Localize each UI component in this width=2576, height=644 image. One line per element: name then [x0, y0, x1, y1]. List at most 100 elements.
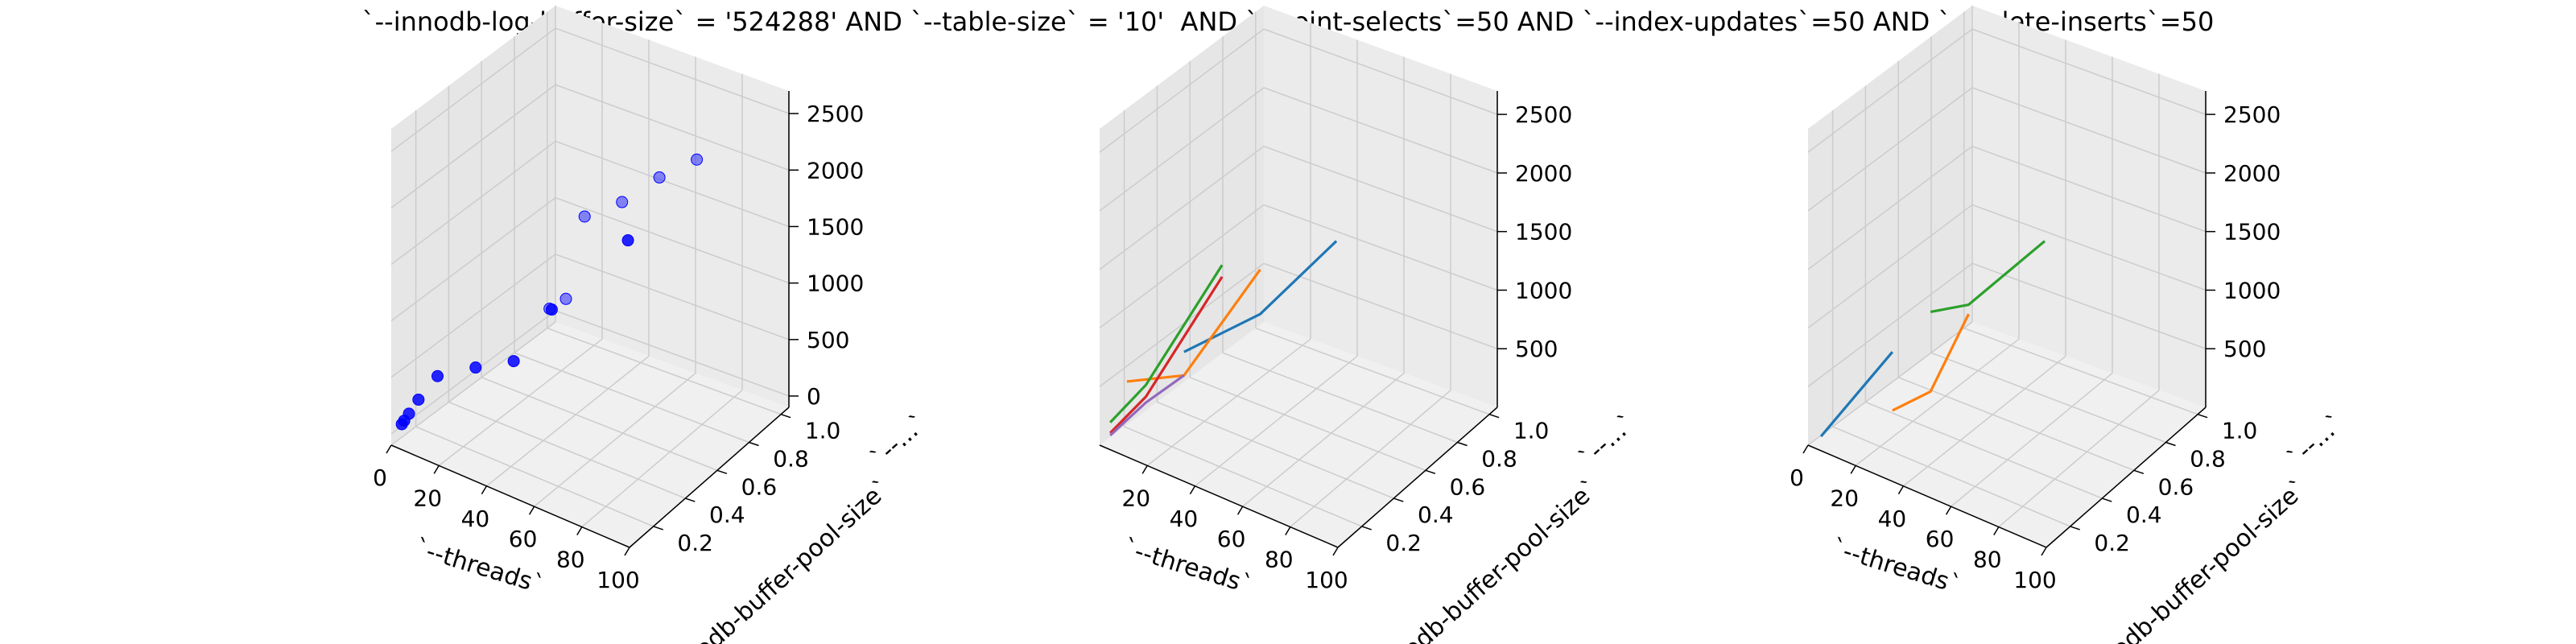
z-tick-label: 2000: [807, 157, 864, 184]
z-gridline: [1263, 145, 1498, 233]
z-gridline: [1099, 28, 1265, 153]
x-tick: [433, 465, 440, 474]
x-gridline: [534, 373, 696, 507]
x-gridline: [1855, 338, 2020, 466]
y-tick-label: 0.8: [773, 446, 809, 473]
y-gridline: [1865, 401, 2103, 499]
z-gridline: [1971, 28, 2207, 115]
scatter-point: [691, 153, 704, 166]
series-line-C4: [1109, 374, 1185, 436]
z-tick-label: 500: [2223, 336, 2266, 362]
x-tick: [2041, 547, 2047, 556]
x-tick: [481, 485, 488, 495]
x-tick-label: 60: [1217, 526, 1246, 552]
x-tick: [1285, 526, 1291, 535]
z-gridline: [1099, 262, 1265, 387]
scatter-point: [653, 171, 666, 184]
x-tick-label: 20: [413, 485, 442, 511]
y-tick-label: 0.6: [741, 473, 778, 500]
scatter-point: [412, 393, 425, 406]
y-tick-label: 0.8: [1481, 446, 1517, 473]
x-tick-label: 0: [373, 464, 387, 491]
x-gridline: [1998, 390, 2160, 528]
y-tick-label: 0.4: [2126, 502, 2162, 528]
line-3d-plot-1: 20 40 60 80 100 0.20.40.60.81.0 500 1000 1500 200…: [1099, 6, 1641, 644]
y-tick: [2070, 526, 2080, 530]
y-tick: [2133, 469, 2145, 475]
x-tick-label: 40: [1170, 506, 1199, 532]
scatter-3d-plot: 0 20 40 60 80 100 0.20.40.60.81.0 0 500 1000 1500 2…: [373, 6, 933, 644]
z-axis-label: `--...`: [866, 408, 933, 473]
series-line-C3: [1109, 275, 1224, 434]
z-tick-label: 1500: [2223, 219, 2281, 246]
z-tick-label: 2500: [807, 101, 864, 127]
y-tick-label: 1.0: [2222, 418, 2258, 444]
series-line-C2: [1108, 264, 1224, 423]
scatter-point: [402, 407, 415, 420]
x-tick-label: 60: [1926, 526, 1955, 552]
z-tick-label: 2500: [2223, 101, 2281, 128]
y-tick: [1488, 413, 1500, 419]
scatter-point: [507, 355, 520, 368]
x-tick: [624, 547, 630, 556]
y-gridline: [1157, 401, 1394, 499]
y-tick: [1425, 469, 1436, 475]
back-pane: [1972, 6, 2206, 407]
x-tick: [1850, 465, 1856, 474]
y-gridline: [1189, 377, 1426, 471]
x-tick-label: 80: [1265, 547, 1294, 573]
z-gridline: [1263, 28, 1498, 115]
y-tick: [1393, 497, 1404, 502]
y-tick-label: 1.0: [805, 418, 841, 444]
z-gridline: [1971, 87, 2207, 174]
x-tick: [1802, 444, 1809, 454]
z-tick-label: 1000: [2223, 277, 2281, 303]
line-3d-plot-2: 0 20 40 60 80 100 0.20.40.60.81.0 500 1000 1500 20…: [1790, 6, 2350, 644]
z-tick-label: 2500: [1515, 101, 1572, 128]
x-gridline: [1242, 373, 1405, 507]
y-tick: [2165, 441, 2176, 447]
z-gridline: [555, 140, 790, 228]
x-gridline: [1290, 390, 1451, 528]
x-tick: [1141, 465, 1148, 474]
x-tick-label: 100: [597, 567, 639, 593]
x-gridline: [1807, 321, 1973, 446]
x-tick: [1897, 485, 1905, 495]
x-tick-label: 40: [461, 506, 490, 532]
x-tick-label: 100: [1305, 567, 1348, 593]
z-tick-label: 1000: [807, 270, 864, 297]
y-tick: [2197, 413, 2208, 419]
y-tick-label: 0.6: [2158, 473, 2194, 500]
z-gridline: [390, 27, 556, 152]
z-gridline: [1807, 28, 1973, 153]
z-axis-label: `--...`: [1575, 408, 1641, 473]
x-tick: [1993, 526, 2000, 535]
series-line-C2: [1930, 240, 2046, 314]
x-gridline: [1194, 355, 1358, 487]
scatter-point: [543, 302, 556, 315]
z-axis-label: `--...`: [2283, 408, 2350, 473]
scatter-point: [578, 210, 591, 223]
y-gridline: [1963, 327, 2198, 415]
y-tick: [2102, 497, 2112, 502]
z-gridline: [1263, 262, 1498, 349]
z-gridline: [390, 197, 556, 322]
y-tick: [716, 469, 728, 475]
z-gridline: [390, 254, 556, 378]
z-tick-label: 500: [807, 327, 849, 353]
scatter-point: [559, 292, 572, 305]
y-tick-label: 0.2: [677, 530, 713, 556]
z-gridline: [390, 140, 556, 266]
z-gridline: [1971, 262, 2207, 349]
z-gridline: [1263, 87, 1498, 174]
z-gridline: [1807, 262, 1973, 387]
y-gridline: [1930, 352, 2166, 444]
y-tick: [653, 526, 663, 530]
y-gridline: [481, 377, 718, 471]
y-tick-label: 0.6: [1450, 473, 1486, 500]
y-gridline: [415, 426, 654, 527]
y-gridline: [1897, 377, 2135, 471]
x-gridline: [1146, 338, 1311, 466]
z-tick-label: 500: [1515, 336, 1558, 362]
z-gridline: [555, 254, 790, 341]
